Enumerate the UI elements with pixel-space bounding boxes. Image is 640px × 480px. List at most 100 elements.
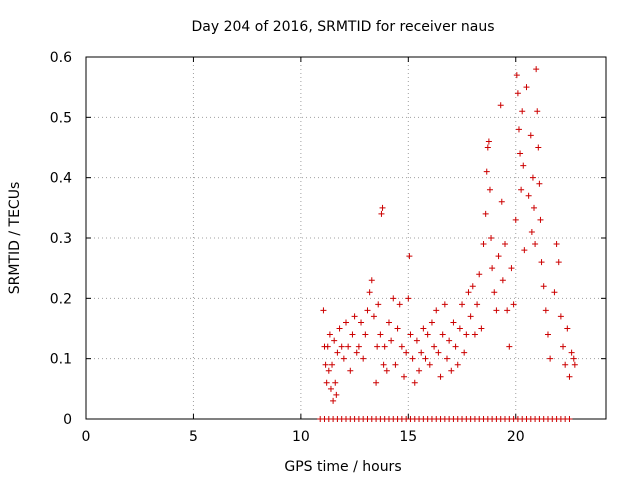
data-point — [325, 367, 332, 374]
data-point — [406, 253, 413, 260]
data-point — [358, 319, 365, 326]
data-point — [349, 331, 356, 338]
y-axis-label: SRMTID / TECUs — [7, 182, 23, 295]
data-point — [456, 325, 463, 332]
data-point — [373, 379, 380, 386]
data-point — [461, 349, 468, 356]
data-point — [407, 331, 414, 338]
data-point — [411, 379, 418, 386]
data-point — [385, 319, 392, 326]
data-point — [568, 349, 575, 356]
data-point — [345, 343, 352, 350]
data-point — [529, 174, 536, 181]
data-point — [405, 295, 412, 302]
data-point — [555, 259, 562, 266]
data-point — [540, 283, 547, 290]
data-point — [401, 373, 408, 380]
data-point — [465, 289, 472, 296]
data-point — [570, 355, 577, 362]
data-point — [478, 325, 485, 332]
data-point — [486, 186, 493, 193]
data-point — [489, 265, 496, 272]
data-point — [340, 355, 347, 362]
data-point — [493, 307, 500, 314]
data-point — [537, 216, 544, 223]
data-point — [557, 313, 564, 320]
y-tick-label: 0.6 — [50, 50, 72, 66]
data-point — [497, 102, 504, 109]
data-point — [437, 373, 444, 380]
data-point — [514, 90, 521, 97]
data-point — [383, 367, 390, 374]
data-point — [324, 343, 331, 350]
data-point — [441, 301, 448, 308]
data-point — [433, 307, 440, 314]
data-point — [521, 247, 528, 254]
data-point — [422, 355, 429, 362]
data-point — [459, 301, 466, 308]
data-point — [323, 379, 330, 386]
data-point — [566, 373, 573, 380]
data-point — [381, 343, 388, 350]
data-point — [360, 355, 367, 362]
data-point — [330, 397, 337, 404]
data-point — [320, 307, 327, 314]
data-point — [534, 108, 541, 115]
data-point — [418, 349, 425, 356]
data-point — [450, 319, 457, 326]
data-point — [512, 216, 519, 223]
data-point — [443, 355, 450, 362]
data-point — [562, 361, 569, 368]
data-point — [571, 361, 578, 368]
data-point — [351, 313, 358, 320]
data-point — [504, 307, 511, 314]
x-axis-label: GPS time / hours — [284, 459, 401, 475]
data-point — [378, 210, 385, 217]
data-point — [416, 367, 423, 374]
data-point — [420, 325, 427, 332]
x-tick-label: 5 — [189, 429, 198, 445]
data-point — [551, 289, 558, 296]
data-point — [338, 343, 345, 350]
data-point — [533, 66, 540, 73]
y-tick-label: 0.2 — [50, 291, 72, 307]
data-point — [327, 385, 334, 392]
y-tick-label: 0 — [63, 412, 72, 428]
data-point — [518, 186, 525, 193]
data-point — [396, 301, 403, 308]
data-point — [517, 150, 524, 157]
data-point — [368, 277, 375, 284]
data-point — [329, 361, 336, 368]
data-point — [527, 132, 534, 139]
chart-title: Day 204 of 2016, SRMTID for receiver nau… — [191, 19, 494, 35]
y-tick-label: 0.5 — [50, 110, 72, 126]
x-tick-label: 15 — [399, 429, 417, 445]
data-point — [499, 277, 506, 284]
data-point — [488, 235, 495, 241]
data-point — [564, 325, 571, 332]
data-point — [398, 343, 405, 350]
data-point — [508, 265, 515, 272]
data-point — [332, 379, 339, 386]
data-point — [343, 319, 349, 326]
data-point — [542, 307, 549, 314]
data-point — [424, 331, 431, 338]
data-point — [536, 180, 543, 187]
data-point — [480, 241, 487, 248]
data-point — [364, 307, 371, 314]
data-point — [392, 361, 399, 368]
data-point — [482, 210, 489, 217]
data-point — [326, 331, 333, 338]
data-point — [331, 337, 338, 344]
data-point — [560, 343, 567, 350]
data-point — [413, 337, 420, 344]
data-point — [452, 343, 459, 350]
data-point — [379, 204, 386, 211]
data-point — [347, 367, 354, 374]
data-point — [409, 355, 416, 362]
data-points — [317, 66, 578, 422]
data-point — [431, 343, 438, 350]
data-point — [374, 343, 381, 350]
data-point — [388, 337, 395, 344]
